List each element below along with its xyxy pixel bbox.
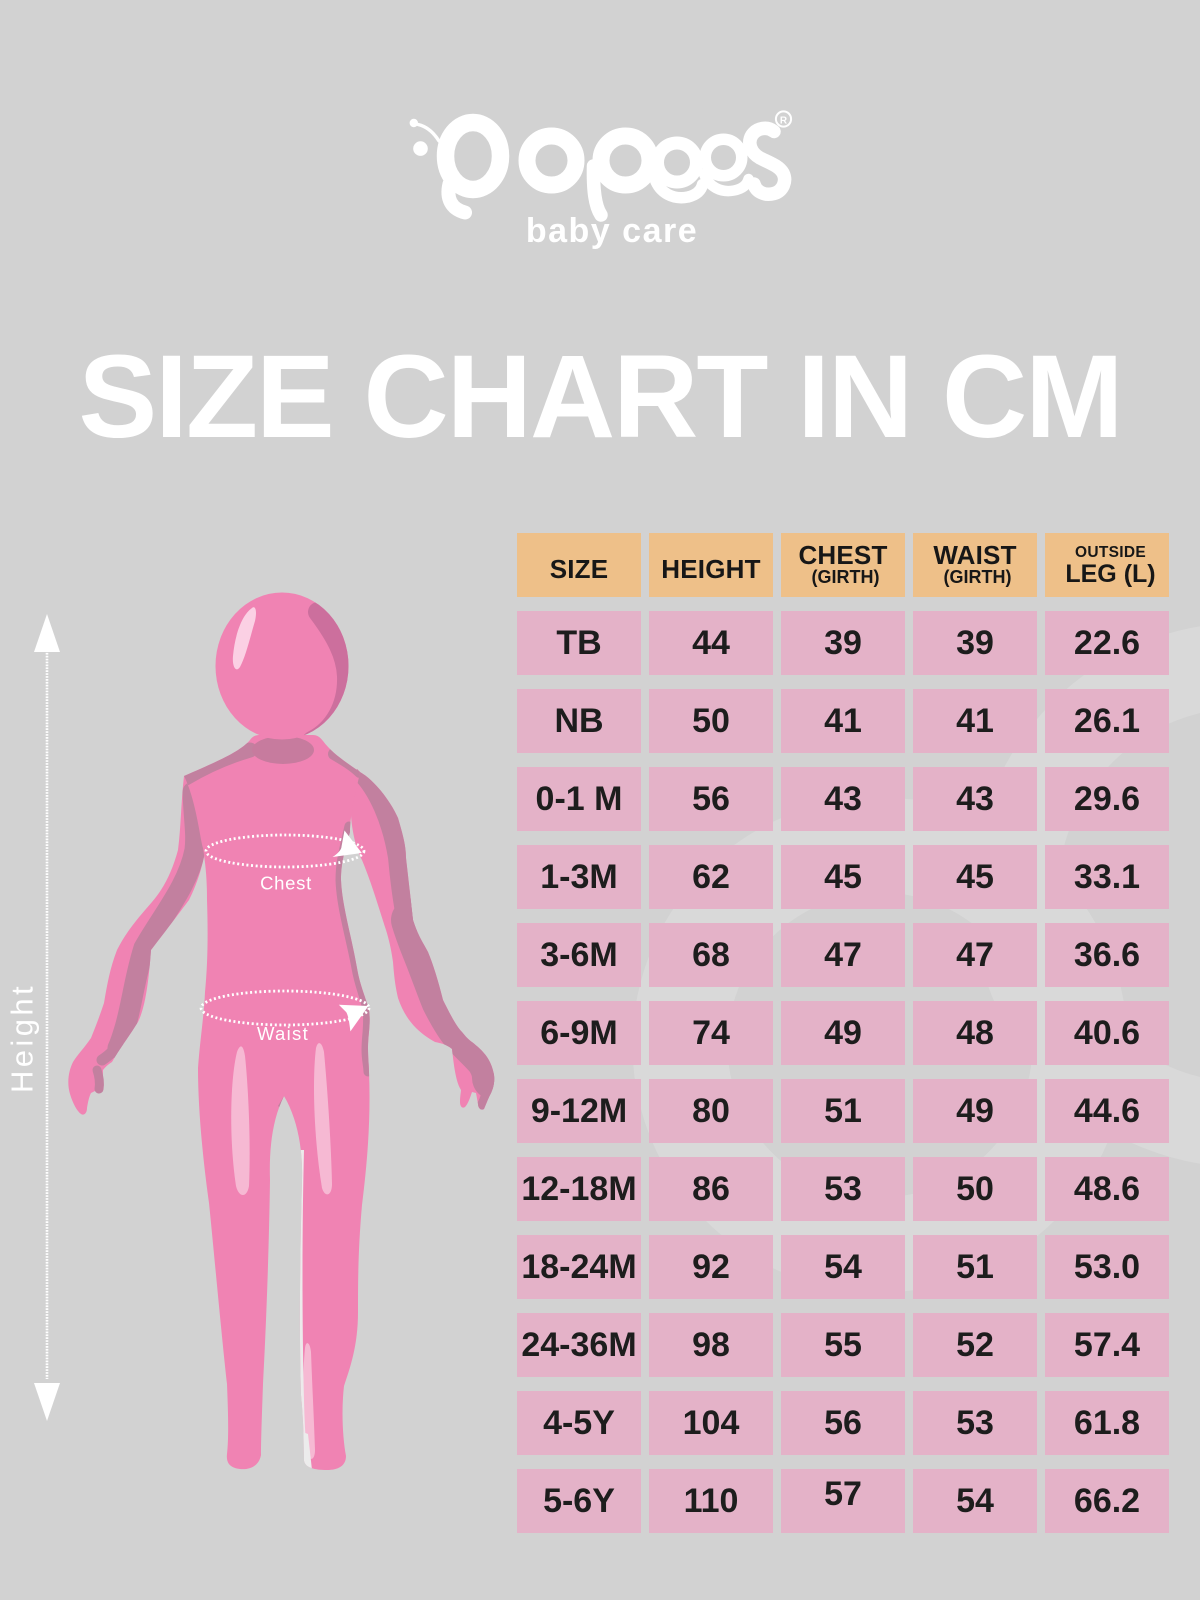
svg-text:Height: Height: [5, 983, 40, 1093]
svg-text:Waist: Waist: [257, 1023, 309, 1044]
svg-text:baby care: baby care: [526, 212, 698, 250]
svg-text:R: R: [780, 116, 788, 127]
svg-text:Chest: Chest: [260, 873, 312, 894]
